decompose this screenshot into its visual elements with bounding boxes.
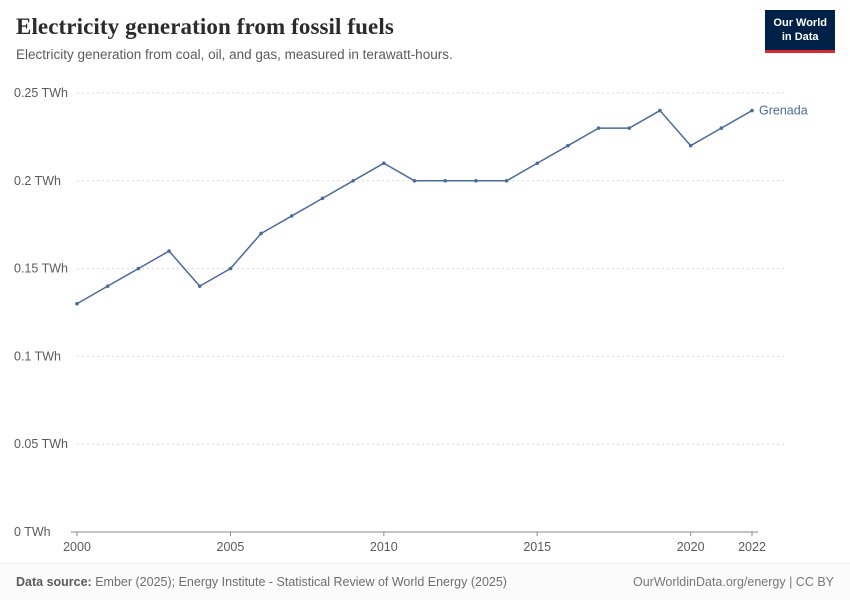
data-point[interactable] [412,179,417,183]
data-point[interactable] [627,126,632,130]
y-tick-label: 0.05 TWh [14,437,68,451]
line-chart[interactable]: 0 TWh 0.05 TWh 0.1 TWh 0.15 TWh 0.2 TWh 0.25 … [0,75,850,553]
owid-logo-line1: Our World [773,17,827,29]
data-point[interactable] [167,249,171,253]
data-point[interactable] [535,161,540,166]
series-label-grenada[interactable]: Grenada [759,104,808,118]
data-source-text: Ember (2025); Energy Institute - Statist… [91,575,507,589]
data-point[interactable] [596,126,601,130]
data-source: Data source: Ember (2025); Energy Instit… [16,575,507,589]
series-line-grenada[interactable] [76,109,753,305]
chart-footer: Data source: Ember (2025); Energy Instit… [0,563,850,600]
data-point[interactable] [289,214,294,218]
x-tick-label: 2015 [523,540,551,553]
data-point[interactable] [474,179,478,183]
data-point[interactable] [443,179,447,183]
data-point[interactable] [382,161,386,166]
data-point[interactable] [105,284,110,288]
data-point[interactable] [688,143,693,148]
chart-header: Electricity generation from fossil fuels… [0,0,850,62]
data-point[interactable] [719,126,724,130]
data-point[interactable] [320,196,325,201]
data-point[interactable] [75,301,79,306]
data-point[interactable] [658,108,662,113]
x-tick-label: 2005 [217,540,245,553]
x-tick-label: 2000 [63,540,91,553]
data-source-label: Data source: [16,575,92,589]
y-tick-label: 0.15 TWh [14,262,68,276]
data-point[interactable] [750,108,754,113]
y-tick-label: 0.25 TWh [14,86,68,100]
data-point[interactable] [228,266,233,271]
data-point[interactable] [566,143,570,148]
data-point[interactable] [197,284,202,288]
chart-subtitle: Electricity generation from coal, oil, a… [16,47,453,62]
data-point[interactable] [504,179,509,183]
x-tick-label: 2022 [738,540,766,553]
y-tick-label: 0.1 TWh [14,349,61,363]
y-tick-label: 0 TWh [14,525,51,539]
data-point[interactable] [259,231,263,236]
owid-logo[interactable]: Our World in Data [765,10,835,53]
data-point[interactable] [136,266,141,271]
y-tick-label: 0.2 TWh [14,174,61,188]
chart-title: Electricity generation from fossil fuels [16,14,394,39]
data-point[interactable] [351,179,355,183]
x-tick-label: 2010 [370,540,398,553]
x-tick-label: 2020 [677,540,705,553]
owid-logo-line2: in Data [781,31,819,44]
owid-credit-link[interactable]: OurWorldinData.org/energy | CC BY [632,575,834,589]
